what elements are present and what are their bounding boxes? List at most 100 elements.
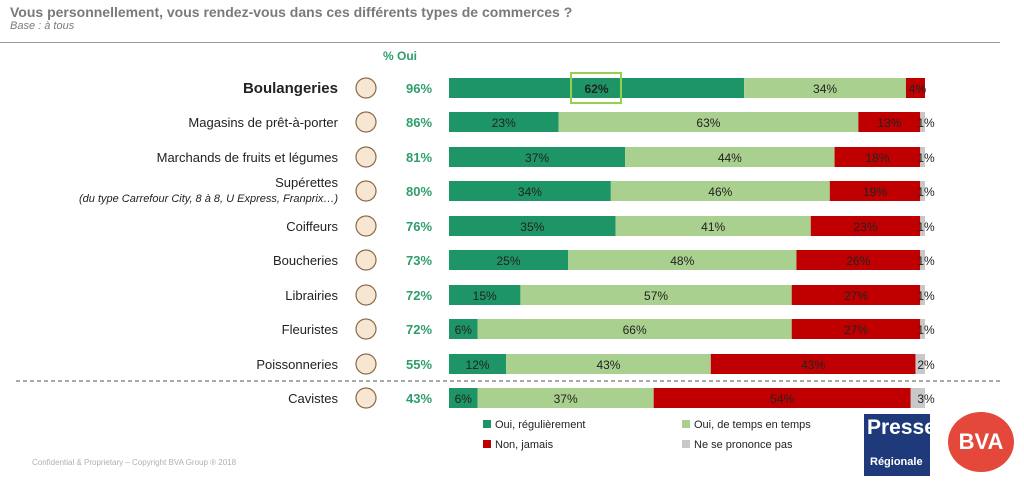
- bar-segment: [449, 354, 507, 374]
- bar-segment: [796, 250, 921, 270]
- data-label: 48%: [670, 254, 694, 268]
- bar-segment: [615, 216, 811, 236]
- category-label: Coiffeurs: [286, 219, 338, 234]
- bar-segment: [920, 112, 925, 132]
- basket-icon: [355, 180, 377, 202]
- bread-icon: [355, 77, 377, 99]
- footer-copyright: Confidential & Proprietary – Copyright B…: [32, 458, 237, 467]
- data-label: 6%: [455, 392, 473, 406]
- bar-segment: [653, 388, 911, 408]
- title-divider: [0, 42, 1000, 43]
- data-label: 3%: [917, 392, 935, 406]
- bar-segment: [449, 250, 568, 270]
- data-label: 26%: [846, 254, 870, 268]
- category-label: Cavistes: [288, 391, 338, 406]
- data-label: 19%: [863, 185, 887, 199]
- pct-oui-value: 76%: [406, 219, 432, 234]
- data-label: 23%: [853, 220, 877, 234]
- bar-segment: [858, 112, 921, 132]
- fish-icon: [355, 353, 377, 375]
- data-label: 43%: [801, 358, 825, 372]
- bar-segment: [829, 181, 921, 201]
- data-label: 44%: [718, 151, 742, 165]
- chart-title: Vous personnellement, vous rendez-vous d…: [10, 4, 573, 20]
- data-label: 4%: [909, 82, 927, 96]
- category-label: Magasins de prêt-à-porter: [188, 115, 338, 130]
- category-label: Fleuristes: [282, 322, 339, 337]
- bar-segment: [449, 319, 478, 339]
- pct-oui-value: 81%: [406, 150, 432, 165]
- category-label: Supérettes: [275, 175, 338, 190]
- data-label: 43%: [596, 358, 620, 372]
- data-label: 46%: [708, 185, 732, 199]
- pct-oui-header: % Oui: [383, 49, 417, 63]
- legend-swatch: [682, 440, 690, 448]
- bar-segment: [810, 216, 921, 236]
- data-label: 57%: [644, 289, 668, 303]
- pct-oui-value: 80%: [406, 184, 432, 199]
- data-label: 15%: [473, 289, 497, 303]
- data-label: 13%: [877, 116, 901, 130]
- category-label: Marchands de fruits et légumes: [157, 150, 339, 165]
- avocado-icon: [355, 146, 377, 168]
- data-label: 1%: [917, 323, 935, 337]
- bar-segment: [449, 216, 616, 236]
- data-label: 12%: [466, 358, 490, 372]
- bar-segment: [558, 112, 859, 132]
- bar-segment: [449, 78, 745, 98]
- bar-segment: [920, 319, 925, 339]
- data-label: 34%: [813, 82, 837, 96]
- data-label: 1%: [917, 185, 935, 199]
- bar-segment: [568, 250, 797, 270]
- pct-oui-value: 72%: [406, 288, 432, 303]
- category-label: Boulangeries: [243, 80, 338, 97]
- bar-segment: [905, 78, 925, 98]
- highlight-box: [570, 72, 622, 104]
- legend-swatch: [682, 420, 690, 428]
- data-label: 1%: [917, 254, 935, 268]
- book-icon: [355, 284, 377, 306]
- pct-oui-value: 73%: [406, 253, 432, 268]
- data-label: 25%: [496, 254, 520, 268]
- category-label: Librairies: [285, 288, 338, 303]
- bar-segment: [791, 285, 921, 305]
- data-label: 18%: [865, 151, 889, 165]
- data-label: 37%: [525, 151, 549, 165]
- bar-segment: [610, 181, 830, 201]
- legend-label: Oui, de temps en temps: [694, 419, 811, 431]
- bar-segment: [920, 181, 925, 201]
- scissors-icon: [355, 215, 377, 237]
- bar-segment: [506, 354, 711, 374]
- presse-logo-line1: Presse: [867, 416, 936, 439]
- data-label: 27%: [844, 289, 868, 303]
- data-label: 41%: [701, 220, 725, 234]
- bar-segment: [744, 78, 906, 98]
- legend-label: Ne se prononce pas: [694, 439, 793, 451]
- presse-regionale-logo: Presse Régionale: [864, 414, 936, 476]
- data-label: 34%: [518, 185, 542, 199]
- pct-oui-value: 55%: [406, 357, 432, 372]
- data-label: 23%: [492, 116, 516, 130]
- data-label: 6%: [455, 323, 473, 337]
- data-label: 66%: [623, 323, 647, 337]
- flower-icon: [355, 318, 377, 340]
- legend-label: Oui, régulièrement: [495, 419, 586, 431]
- chart-subtitle: Base : à tous: [10, 20, 75, 32]
- bar-segment: [449, 285, 521, 305]
- hanger-icon: [355, 111, 377, 133]
- pct-oui-value: 72%: [406, 322, 432, 337]
- pct-oui-value: 96%: [406, 81, 432, 96]
- legend-label: Non, jamais: [495, 439, 554, 451]
- bar-segment: [477, 319, 792, 339]
- data-label: 62%: [585, 82, 609, 96]
- bar-segment: [449, 147, 626, 167]
- bar-segment: [834, 147, 921, 167]
- legend-swatch: [483, 420, 491, 428]
- bar-segment: [449, 181, 611, 201]
- presse-logo-line2: Régionale: [870, 456, 923, 468]
- bar-segment: [920, 147, 925, 167]
- data-label: 1%: [917, 116, 935, 130]
- bar-segment: [449, 388, 478, 408]
- data-label: 2%: [917, 358, 935, 372]
- data-label: 1%: [917, 151, 935, 165]
